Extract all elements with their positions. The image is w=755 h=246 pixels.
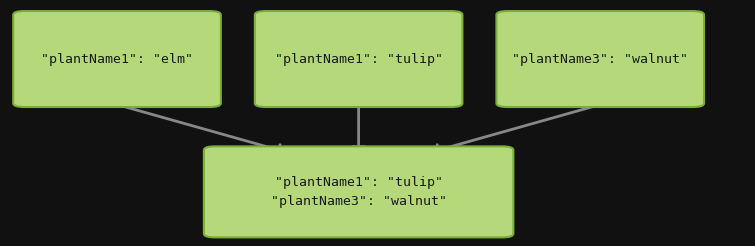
Text: "plantName1": "tulip": "plantName1": "tulip" — [275, 53, 442, 65]
Text: "plantName3": "walnut": "plantName3": "walnut" — [512, 53, 689, 65]
FancyBboxPatch shape — [204, 146, 513, 237]
FancyBboxPatch shape — [497, 11, 704, 107]
Text: "plantName1": "elm": "plantName1": "elm" — [41, 53, 193, 65]
FancyBboxPatch shape — [254, 11, 462, 107]
FancyBboxPatch shape — [14, 11, 221, 107]
Text: "plantName1": "tulip"
"plantName3": "walnut": "plantName1": "tulip" "plantName3": "wal… — [270, 176, 447, 208]
